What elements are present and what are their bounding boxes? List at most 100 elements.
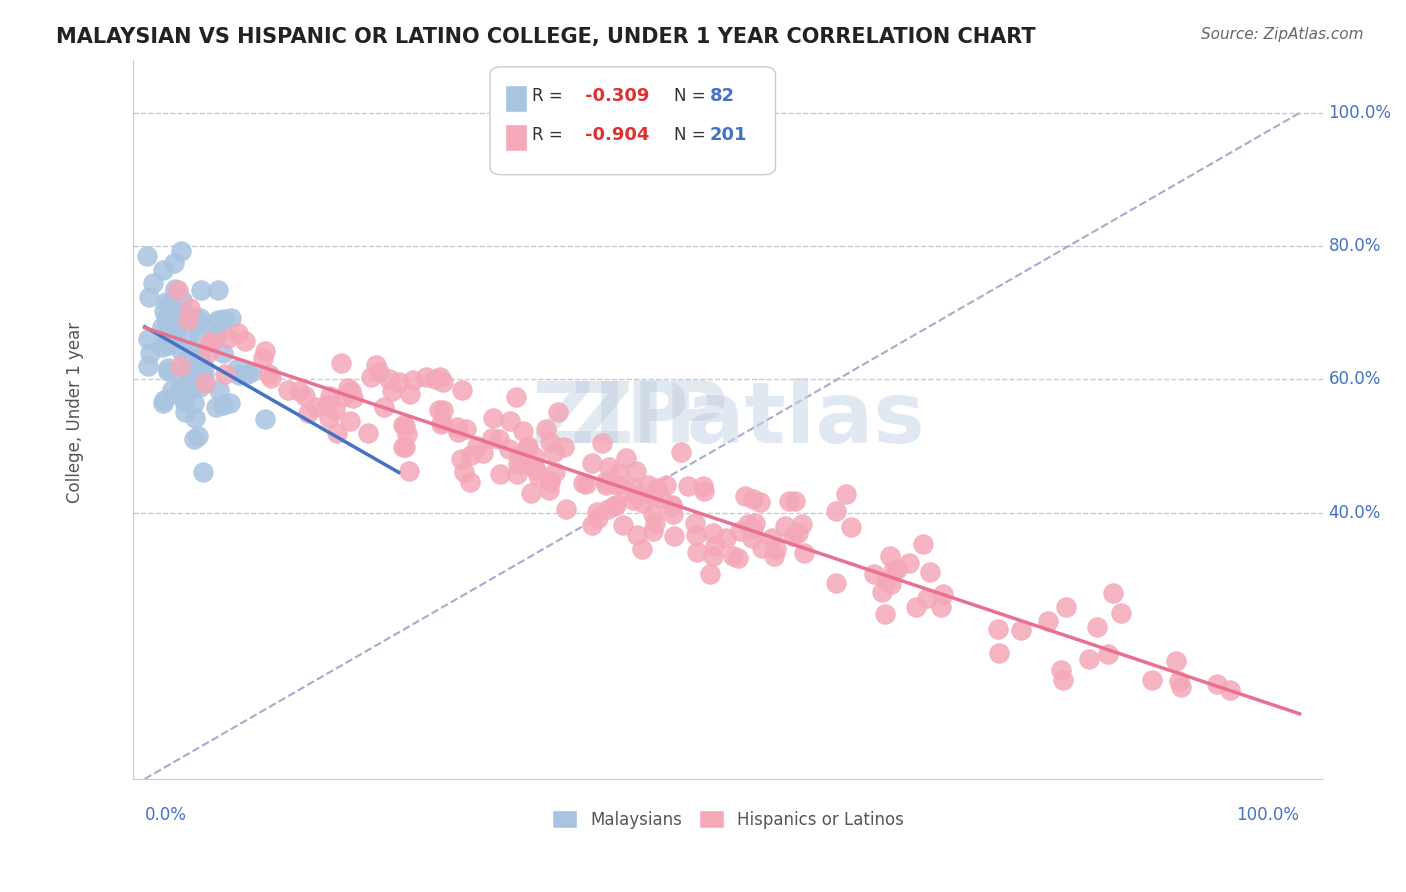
Point: [228, 368, 250, 382]
Point: [586, 505, 609, 519]
Point: [198, 344, 221, 359]
Point: [644, 516, 666, 531]
Point: [749, 495, 772, 509]
Point: [1142, 673, 1164, 687]
Point: [606, 478, 628, 492]
Point: [783, 493, 806, 508]
Point: [388, 375, 411, 389]
Point: [157, 296, 180, 310]
Point: [186, 317, 208, 331]
Point: [870, 584, 893, 599]
Point: [1078, 652, 1101, 666]
Point: [162, 318, 184, 332]
Point: [538, 483, 561, 497]
Point: [699, 566, 721, 581]
Point: [167, 387, 190, 401]
Point: [988, 646, 1011, 660]
Point: [737, 517, 759, 532]
Point: [179, 378, 201, 392]
Point: [1102, 586, 1125, 600]
Point: [685, 527, 707, 541]
Point: [297, 406, 319, 420]
Point: [603, 499, 626, 513]
Point: [882, 565, 904, 579]
Point: [228, 326, 250, 341]
Point: [356, 425, 378, 440]
Point: [138, 290, 160, 304]
Point: [225, 361, 247, 376]
Point: [661, 498, 683, 512]
Point: [342, 392, 364, 406]
Point: [824, 575, 846, 590]
Text: 60.0%: 60.0%: [1329, 370, 1381, 388]
Point: [156, 361, 179, 376]
Point: [423, 371, 446, 385]
Point: [294, 389, 316, 403]
Text: Source: ZipAtlas.com: Source: ZipAtlas.com: [1201, 27, 1364, 42]
Point: [702, 526, 724, 541]
Point: [429, 370, 451, 384]
Point: [529, 469, 551, 483]
Point: [183, 432, 205, 446]
FancyBboxPatch shape: [491, 67, 776, 175]
Text: 80.0%: 80.0%: [1329, 237, 1381, 255]
Point: [177, 366, 200, 380]
Point: [751, 541, 773, 556]
Point: [1206, 677, 1229, 691]
Point: [318, 389, 340, 403]
Point: [526, 463, 548, 477]
Point: [204, 400, 226, 414]
Point: [194, 376, 217, 391]
Point: [315, 398, 337, 412]
Point: [702, 549, 724, 564]
Point: [368, 366, 391, 380]
Point: [415, 370, 437, 384]
Point: [481, 431, 503, 445]
Point: [340, 384, 363, 398]
Point: [499, 414, 522, 428]
Point: [520, 486, 543, 500]
Point: [612, 517, 634, 532]
Point: [217, 331, 239, 345]
Point: [581, 518, 603, 533]
Point: [734, 489, 756, 503]
Point: [915, 591, 938, 605]
Point: [987, 623, 1010, 637]
Point: [165, 333, 187, 347]
Point: [152, 304, 174, 318]
Point: [605, 498, 627, 512]
Point: [277, 383, 299, 397]
Point: [233, 334, 256, 349]
Point: [184, 411, 207, 425]
Point: [905, 600, 928, 615]
Point: [782, 529, 804, 543]
Text: 40.0%: 40.0%: [1329, 503, 1381, 522]
Point: [181, 348, 204, 362]
Point: [180, 366, 202, 380]
Point: [155, 310, 177, 325]
Point: [714, 531, 737, 545]
Point: [163, 256, 186, 270]
Point: [1111, 606, 1133, 620]
Point: [553, 440, 575, 454]
Point: [211, 398, 233, 412]
Point: [1085, 620, 1108, 634]
Point: [169, 389, 191, 403]
Point: [155, 295, 177, 310]
Point: [381, 384, 404, 398]
Point: [686, 545, 709, 559]
Point: [932, 587, 955, 601]
Point: [172, 382, 194, 396]
Point: [1054, 599, 1077, 614]
Text: R =: R =: [531, 126, 568, 145]
Point: [166, 320, 188, 334]
Point: [432, 403, 454, 417]
Point: [626, 528, 648, 542]
Point: [339, 414, 361, 428]
Point: [392, 417, 415, 432]
Point: [575, 477, 598, 491]
Point: [897, 557, 920, 571]
Point: [179, 301, 201, 316]
Point: [429, 403, 451, 417]
Point: [450, 451, 472, 466]
